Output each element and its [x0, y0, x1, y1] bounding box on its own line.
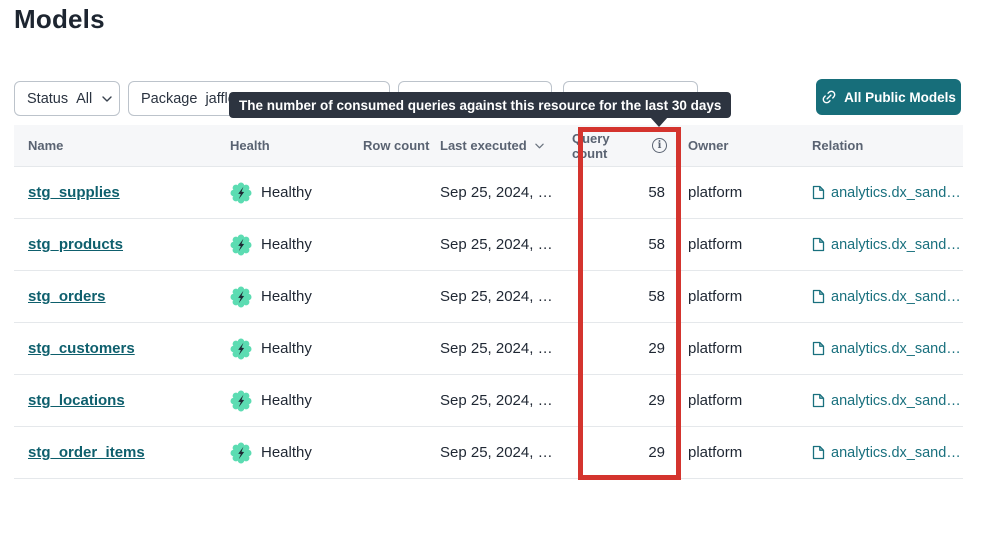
- document-icon: [812, 393, 825, 408]
- healthy-badge-icon: [230, 338, 252, 360]
- table-header-row: Name Health Row count Last executed Quer…: [14, 125, 963, 167]
- relation-label: analytics.dx_sand…: [831, 392, 961, 409]
- status-filter-dropdown[interactable]: Status All: [14, 81, 120, 116]
- last-executed-cell: Sep 25, 2024, …: [440, 392, 553, 409]
- owner-cell: platform: [688, 340, 743, 357]
- query-count-cell: 29: [648, 444, 665, 461]
- relation-link[interactable]: analytics.dx_sand…: [812, 185, 961, 201]
- query-count-cell: 58: [648, 236, 665, 253]
- health-status-label: Healthy: [261, 392, 312, 409]
- model-name-link[interactable]: stg_supplies: [28, 184, 120, 201]
- query-count-cell: 58: [648, 288, 665, 305]
- query-count-tooltip: The number of consumed queries against t…: [229, 92, 732, 118]
- sort-chevron-icon: [534, 143, 544, 149]
- relation-label: analytics.dx_sand…: [831, 288, 961, 305]
- last-executed-cell: Sep 25, 2024, …: [440, 340, 553, 357]
- column-header-last-executed[interactable]: Last executed: [440, 138, 572, 153]
- relation-link[interactable]: analytics.dx_sand…: [812, 289, 961, 305]
- health-status-label: Healthy: [261, 184, 312, 201]
- healthy-badge-icon: [230, 286, 252, 308]
- document-icon: [812, 289, 825, 304]
- status-filter-label: Status: [27, 90, 69, 107]
- model-name-link[interactable]: stg_customers: [28, 340, 135, 357]
- page-title: Models: [14, 4, 105, 34]
- column-header-owner: Owner: [688, 138, 729, 153]
- owner-cell: platform: [688, 184, 743, 201]
- table-row: stg_order_items: [14, 427, 963, 479]
- owner-cell: platform: [688, 288, 743, 305]
- last-executed-cell: Sep 25, 2024, …: [440, 444, 553, 461]
- query-count-cell: 29: [648, 392, 665, 409]
- owner-cell: platform: [688, 392, 743, 409]
- health-status-label: Healthy: [261, 340, 312, 357]
- tooltip-arrow: [650, 117, 668, 127]
- document-icon: [812, 341, 825, 356]
- table-row: stg_supplies: [14, 167, 963, 219]
- healthy-badge-icon: [230, 234, 252, 256]
- query-count-cell: 58: [648, 184, 665, 201]
- package-filter-label: Package: [141, 90, 198, 107]
- relation-label: analytics.dx_sand…: [831, 236, 961, 253]
- healthy-badge-icon: [230, 182, 252, 204]
- column-header-relation: Relation: [812, 138, 864, 153]
- health-status-label: Healthy: [261, 236, 312, 253]
- column-header-query-count: Query count i: [572, 131, 681, 161]
- health-status-label: Healthy: [261, 444, 312, 461]
- relation-link[interactable]: analytics.dx_sand…: [812, 445, 961, 461]
- table-row: stg_customers: [14, 323, 963, 375]
- column-header-row-count: Row count: [363, 138, 430, 153]
- column-header-health: Health: [230, 138, 270, 153]
- column-header-name: Name: [28, 138, 64, 153]
- query-count-cell: 29: [648, 340, 665, 357]
- chevron-down-icon: [102, 95, 112, 102]
- model-name-link[interactable]: stg_locations: [28, 392, 125, 409]
- document-icon: [812, 185, 825, 200]
- model-name-link[interactable]: stg_products: [28, 236, 124, 253]
- info-icon[interactable]: i: [652, 138, 667, 153]
- healthy-badge-icon: [230, 390, 252, 412]
- last-executed-cell: Sep 25, 2024, …: [440, 288, 553, 305]
- model-name-link[interactable]: stg_orders: [28, 288, 106, 305]
- last-executed-cell: Sep 25, 2024, …: [440, 236, 553, 253]
- status-filter-value: All: [76, 90, 93, 107]
- document-icon: [812, 445, 825, 460]
- relation-label: analytics.dx_sand…: [831, 340, 961, 357]
- relation-link[interactable]: analytics.dx_sand…: [812, 341, 961, 357]
- all-public-models-button[interactable]: All Public Models: [816, 79, 961, 115]
- owner-cell: platform: [688, 444, 743, 461]
- relation-label: analytics.dx_sand…: [831, 184, 961, 201]
- relation-link[interactable]: analytics.dx_sand…: [812, 237, 961, 253]
- table-row: stg_locations: [14, 375, 963, 427]
- table-body: stg_supplies: [14, 167, 963, 479]
- all-public-models-label: All Public Models: [844, 89, 956, 105]
- last-executed-cell: Sep 25, 2024, …: [440, 184, 553, 201]
- models-table: Name Health Row count Last executed Quer…: [14, 125, 963, 479]
- healthy-badge-icon: [230, 442, 252, 464]
- model-name-link[interactable]: stg_order_items: [28, 444, 145, 461]
- document-icon: [812, 237, 825, 252]
- relation-label: analytics.dx_sand…: [831, 444, 961, 461]
- link-icon: [821, 89, 837, 105]
- table-row: stg_orders: [14, 271, 963, 323]
- table-row: stg_products: [14, 219, 963, 271]
- health-status-label: Healthy: [261, 288, 312, 305]
- relation-link[interactable]: analytics.dx_sand…: [812, 393, 961, 409]
- owner-cell: platform: [688, 236, 743, 253]
